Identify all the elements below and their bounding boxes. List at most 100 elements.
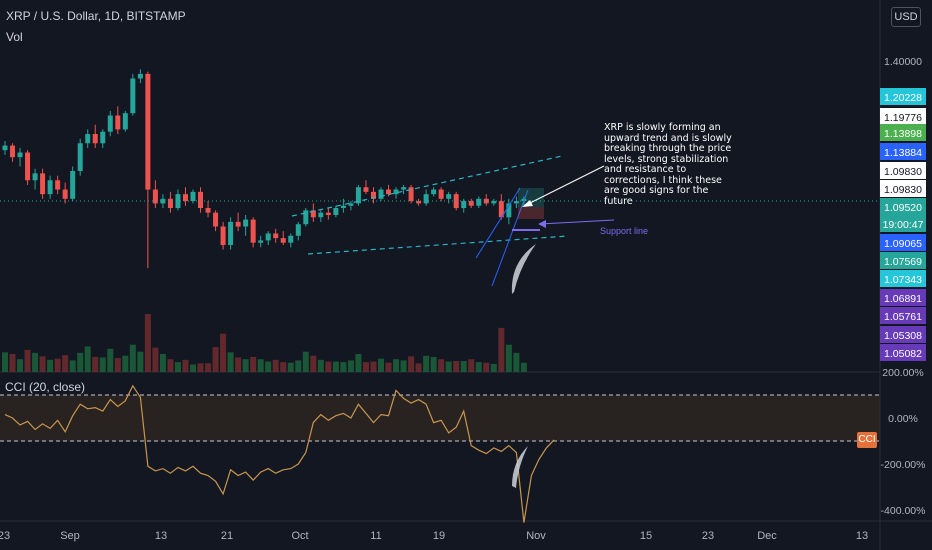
time-tick: Sep	[60, 530, 80, 542]
volume-bar	[400, 360, 407, 372]
candle-body	[130, 78, 136, 114]
volume-bar	[24, 349, 31, 372]
support-line-label: Support line	[600, 226, 649, 236]
time-axis: 23 Sep 13 21 Oct 11 19 Nov 15 23 Dec 13	[0, 530, 868, 542]
candle-body	[85, 134, 91, 144]
volume-bars	[2, 314, 527, 372]
candle-body	[100, 131, 106, 144]
candle-body	[152, 189, 158, 204]
candle-body	[62, 189, 68, 199]
volume-bar	[39, 356, 46, 372]
volume-bar	[280, 362, 287, 372]
cci-band	[0, 395, 880, 441]
note-pointer	[523, 165, 605, 207]
volume-bar	[77, 352, 84, 372]
volume-bar	[415, 363, 422, 372]
volume-bar	[235, 357, 242, 372]
candle-body	[498, 201, 504, 218]
price-label: 1.05308	[884, 330, 922, 342]
volume-bar	[190, 364, 196, 372]
candle-body	[182, 194, 188, 202]
volume-bar	[453, 360, 460, 372]
candle-body	[213, 212, 219, 227]
time-tick: Dec	[757, 530, 777, 542]
volume-bar	[32, 352, 39, 372]
time-tick: 19	[433, 530, 445, 542]
candle-body	[250, 219, 256, 243]
volume-bar	[302, 351, 309, 372]
cci-pane: 200.00% 0.00% -200.00% -400.00%	[0, 367, 925, 523]
candle-body	[303, 210, 309, 225]
candle-body	[491, 201, 497, 204]
candle-body	[137, 73, 143, 79]
candle-body	[160, 198, 166, 204]
volume-bar	[54, 358, 61, 372]
volume-bar	[498, 327, 505, 372]
time-tick: 23	[702, 530, 714, 542]
price-label: 1.07569	[884, 256, 922, 268]
price-label: 1.20228	[884, 92, 922, 104]
candle-body	[235, 221, 241, 227]
volume-bar	[445, 361, 452, 372]
price-label-bg	[880, 162, 926, 179]
price-label-bg	[880, 289, 926, 306]
cci-projection-curve	[512, 446, 528, 488]
price-label-bg	[880, 198, 926, 215]
candle-body	[288, 235, 294, 243]
candle-body	[77, 143, 83, 172]
volume-bar	[129, 344, 136, 372]
candle-body	[47, 180, 53, 195]
volume-bar	[295, 360, 302, 372]
volume-bar	[114, 358, 121, 372]
candle-body	[363, 187, 369, 192]
stop-zone	[518, 207, 544, 219]
candle-body	[175, 194, 181, 209]
candle-body	[70, 171, 76, 199]
volume-bar	[174, 362, 181, 372]
volume-bar	[332, 361, 339, 372]
volume-bar	[122, 355, 129, 372]
volume-bar	[242, 359, 249, 372]
price-label: 1.09830	[884, 166, 922, 178]
price-label-bg	[880, 143, 926, 160]
candle-body	[115, 115, 121, 130]
volume-bar	[347, 360, 354, 372]
cci-axis-label: -200.00%	[881, 459, 926, 471]
volume-bar	[227, 352, 234, 372]
candle-body	[220, 226, 226, 246]
time-tick: Oct	[291, 530, 308, 542]
channel-line-lower	[491, 189, 529, 287]
cci-axis-label: 200.00%	[882, 367, 923, 379]
price-label-bg	[880, 88, 926, 105]
volume-bar	[340, 362, 347, 372]
price-label-bg	[880, 124, 926, 141]
volume-bar	[212, 347, 219, 372]
price-label-bg	[880, 234, 926, 251]
price-label: 1.13898	[884, 128, 922, 140]
volume-bar	[17, 359, 24, 372]
cci-title: CCI (20, close)	[5, 380, 86, 394]
volume-bar	[257, 359, 264, 372]
price-label: 1.05761	[884, 311, 922, 323]
candle-body	[401, 187, 407, 190]
candle-body	[92, 134, 98, 144]
volume-bar	[393, 359, 400, 372]
candle-body	[416, 201, 422, 204]
volume-bar	[475, 362, 482, 372]
volume-bar	[47, 359, 54, 372]
candle-body	[265, 233, 271, 241]
candle-body	[386, 189, 392, 195]
volume-bar	[490, 363, 497, 372]
volume-bar	[287, 362, 294, 372]
candle-body	[107, 115, 113, 132]
support-trendline	[307, 235, 569, 255]
candle-body	[348, 203, 354, 206]
currency-button[interactable]: USD	[891, 7, 921, 27]
volume-bar	[513, 352, 520, 372]
price-label: 19:00:47	[883, 219, 924, 231]
time-tick: 13	[155, 530, 167, 542]
time-tick: Nov	[526, 530, 546, 542]
volume-bar	[137, 351, 144, 372]
volume-bar	[370, 361, 377, 372]
